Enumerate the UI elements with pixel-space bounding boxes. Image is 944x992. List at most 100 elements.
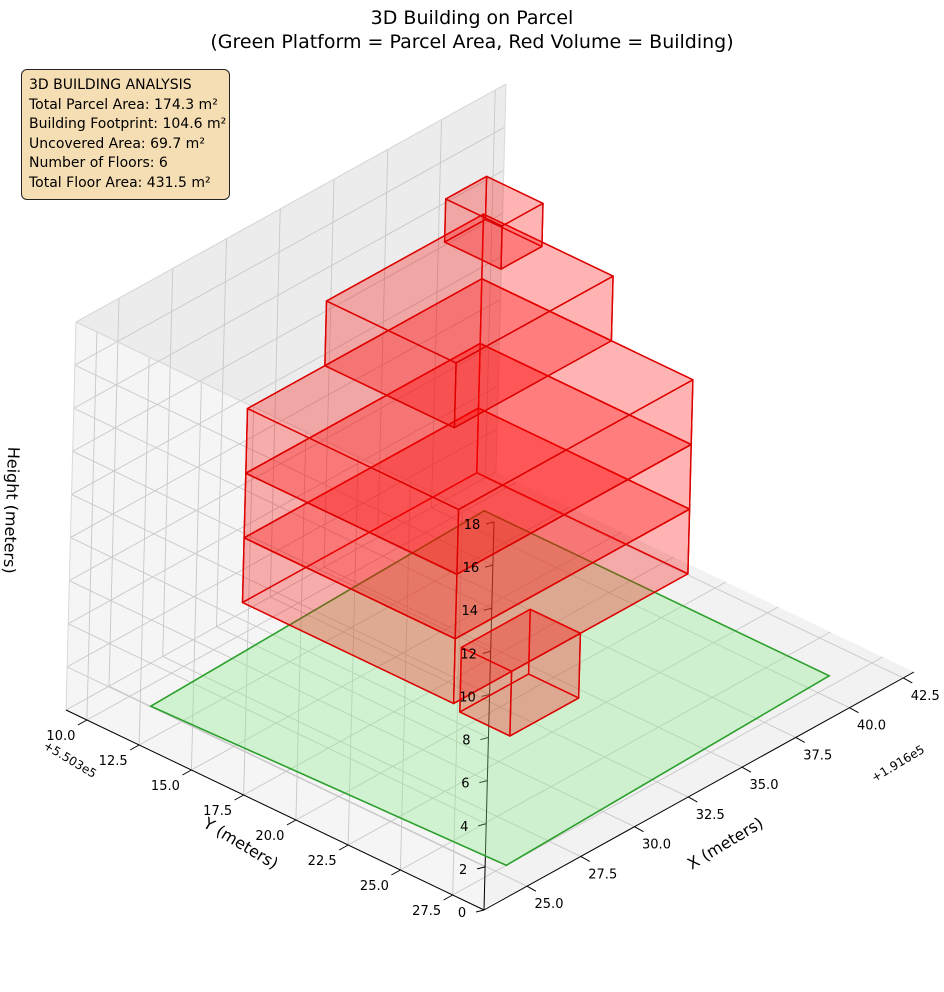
info-uncovered-area: Uncovered Area: 69.7 m² [29, 135, 205, 152]
y-tick-label: 17.5 [203, 804, 232, 819]
grid-line-y-wall [295, 431, 307, 821]
y-tick-mark [338, 844, 349, 851]
z-tick-label: 14 [462, 604, 479, 619]
grid-line-x-wall [269, 208, 281, 597]
grid-line-z-right [73, 169, 504, 409]
grid-line-x-floor [485, 477, 904, 679]
grid-line-x-floor [216, 626, 635, 828]
z-tick-mark [485, 521, 495, 525]
axis-lines [65, 521, 915, 913]
chart-title-line-1: 3D Building on Parcel [370, 7, 574, 29]
grid-line-x-floor [323, 566, 743, 768]
grid-line-x-floor [270, 596, 689, 798]
x-tick-label: 35.0 [750, 778, 779, 793]
z-tick-mark [478, 823, 487, 827]
grid-line-z-left [69, 580, 488, 782]
y-tick-mark [286, 819, 297, 826]
info-total-floor-area: Total Floor Area: 431.5 m² [29, 174, 211, 191]
x-tick-label: 37.5 [803, 748, 832, 763]
x-tick-mark [795, 737, 805, 743]
x-tick-label: 40.0 [857, 719, 886, 734]
z-tick-mark [483, 607, 492, 611]
parcel-platform [149, 509, 831, 867]
z-tick-mark [480, 737, 489, 741]
y-tick-label: 22.5 [308, 854, 337, 869]
y-tick-mark [443, 894, 453, 901]
z-tick-mark [479, 780, 488, 784]
info-building-footprint: Building Footprint: 104.6 m² [29, 116, 227, 132]
grid-line-x-floor [377, 537, 796, 738]
z-tick-label: 10 [459, 690, 476, 705]
building-face [445, 175, 544, 227]
grid-line-z-right [66, 428, 498, 668]
z-tick-label: 2 [459, 863, 467, 878]
y-tick-label: 15.0 [151, 779, 180, 794]
y-tick-label: 10.0 [46, 729, 75, 744]
z-tick-mark [484, 564, 494, 568]
x-tick-mark [849, 707, 859, 714]
grid-line-z-right [69, 342, 500, 582]
pane-edge [75, 321, 495, 523]
grid-line-x-wall [484, 89, 496, 478]
info-number-of-floors: Number of Floors: 6 [29, 155, 168, 171]
z-tick-label: 6 [461, 777, 469, 792]
back-left-pane [66, 322, 494, 910]
grid-line-z-right [71, 256, 502, 495]
grid-line-x-wall [323, 179, 335, 568]
info-box-heading: 3D BUILDING ANALYSIS [29, 77, 192, 93]
z-tick-label: 0 [458, 906, 466, 921]
chart-title: 3D Building on Parcel (Green Platform = … [0, 6, 944, 54]
x-tick-mark [634, 826, 644, 833]
z-tick-label: 16 [463, 561, 480, 576]
grid-line-z-left [73, 407, 492, 609]
y-tick-mark [391, 869, 401, 876]
y-tick-label: 25.0 [360, 879, 389, 894]
grid-line-x-wall [162, 268, 174, 657]
grid-line-y-floor [400, 631, 831, 871]
grid-line-y-wall [138, 356, 150, 746]
grid-line-z-left [66, 666, 486, 868]
x-tick-mark [688, 796, 698, 803]
grid-line-x-wall [377, 149, 389, 538]
pane-edge [495, 83, 507, 473]
x-tick-mark [526, 885, 537, 892]
z-tick-label: 12 [460, 647, 477, 662]
grid-line-y-wall [347, 456, 359, 846]
x-tick-mark [903, 677, 913, 684]
pane-edge [65, 321, 77, 711]
grid-line-y-wall [243, 406, 255, 796]
building-volume [241, 175, 694, 737]
grid-line-z-left [74, 364, 494, 566]
grid-line-y-floor [347, 606, 779, 846]
y-axis-offset-text: +5.503e5 [41, 738, 99, 781]
grid-line-x-wall [108, 298, 120, 687]
x-tick-label: 25.0 [535, 897, 564, 912]
info-total-parcel-area: Total Parcel Area: 174.3 m² [29, 96, 218, 113]
x-axis-line [483, 671, 915, 911]
z-axis-line [483, 521, 495, 911]
grid-line-z-left [72, 450, 491, 652]
pane-edge [75, 83, 507, 323]
y-tick-mark [234, 794, 244, 801]
x-tick-label: 42.5 [911, 689, 940, 704]
z-tick-mark [482, 650, 491, 654]
grid-line-y-wall [399, 481, 411, 871]
tick-labels: 25.0 27.5 30.0 32.5 35.0 37.5 40.0 42.5 10.0 12.5… [46, 518, 939, 921]
building-block-5 [324, 213, 614, 429]
y-axis-line [65, 709, 485, 911]
building-block-6 [443, 175, 544, 270]
grid-line-x-wall [216, 238, 227, 627]
x-tick-mark [580, 856, 590, 862]
analysis-info-box: 3D BUILDING ANALYSIS Total Parcel Area: … [21, 69, 230, 200]
grid-line-z-right [65, 471, 497, 711]
grid-line-z-right [70, 299, 501, 538]
z-tick-mark [481, 693, 490, 697]
grid-line-z-left [71, 494, 490, 695]
z-tick-label: 4 [460, 820, 468, 835]
y-tick-mark [182, 769, 192, 776]
z-tick-mark [476, 866, 486, 870]
x-tick-label: 27.5 [588, 867, 617, 882]
chart-title-line-2: (Green Platform = Parcel Area, Red Volum… [210, 31, 734, 53]
grid-line-z-left [68, 623, 487, 825]
